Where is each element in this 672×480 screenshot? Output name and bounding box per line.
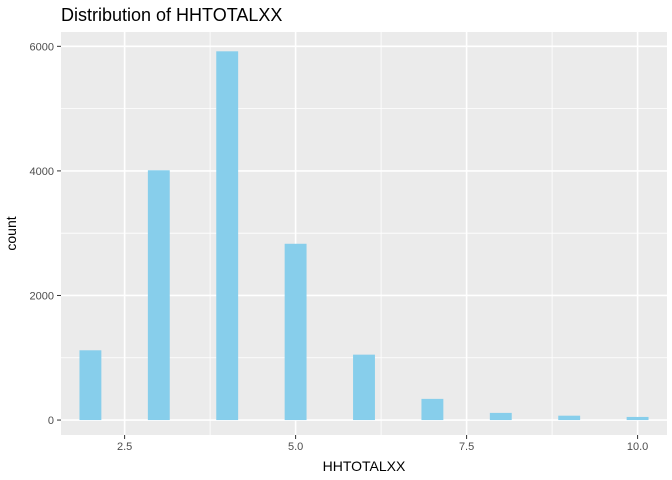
histogram-bar	[79, 350, 102, 421]
histogram-bar	[626, 416, 649, 421]
histogram-bar	[353, 354, 375, 421]
y-tick-label: 4000	[30, 166, 54, 178]
histogram-bar	[558, 415, 581, 421]
x-tick-label: 10.0	[627, 441, 648, 453]
x-tick-label: 5.0	[288, 441, 303, 453]
y-tick-label: 0	[48, 415, 54, 427]
x-tick-label: 2.5	[117, 441, 132, 453]
chart-title: Distribution of HHTOTALXX	[61, 5, 282, 25]
x-tick-label: 7.5	[459, 441, 474, 453]
histogram-bar	[284, 243, 307, 421]
bars	[79, 51, 649, 421]
y-tick-label: 6000	[30, 41, 54, 53]
x-axis-label: HHTOTALXX	[323, 458, 406, 474]
histogram-bar	[421, 398, 444, 421]
histogram-bar	[216, 51, 239, 421]
histogram-bar	[147, 170, 170, 421]
axis-ticks: 2.5 5.0 7.5 10.0 0 2000 4000 6000	[30, 41, 649, 453]
histogram-bar	[489, 412, 512, 421]
y-tick-label: 2000	[30, 290, 54, 302]
y-axis-label: count	[3, 216, 19, 250]
